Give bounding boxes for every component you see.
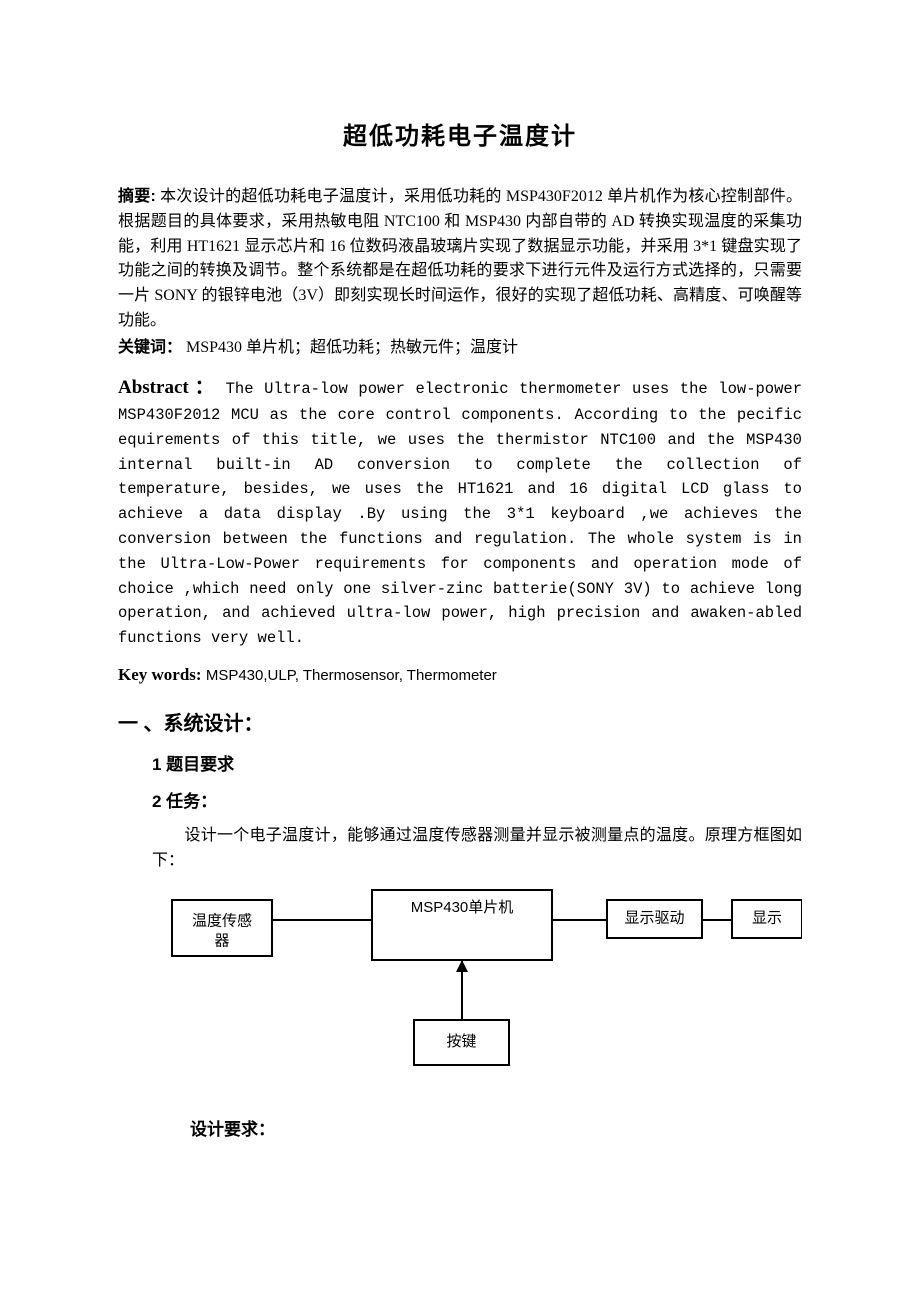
section-1-heading: 一 、系统设计： (118, 707, 802, 736)
keywords-cn-text: MSP430 单片机；超低功耗；热敏元件；温度计 (182, 339, 518, 356)
keywords-en: Key words: MSP430,ULP, Thermosensor, The… (118, 665, 802, 685)
section-1-2-heading: 2 任务： (152, 787, 802, 812)
svg-text:显示: 显示 (752, 910, 782, 926)
keywords-en-text: MSP430,ULP, Thermosensor, Thermometer (206, 667, 497, 684)
abstract-cn: 摘要: 本次设计的超低功耗电子温度计，采用低功耗的 MSP430F2012 单片… (118, 185, 802, 334)
svg-text:MSP430单片机: MSP430单片机 (411, 899, 514, 916)
svg-text:按键: 按键 (446, 1032, 476, 1049)
section-1-3-heading: 设计要求： (190, 1115, 802, 1140)
keywords-cn: 关键词： MSP430 单片机；超低功耗；热敏元件；温度计 (118, 336, 802, 361)
abstract-cn-text: 本次设计的超低功耗电子温度计，采用低功耗的 MSP430F2012 单片机作为核… (118, 188, 802, 329)
block-diagram: 温度传感器 MSP430单片机显示驱动 显示按键 (162, 880, 802, 1085)
flowchart-svg: 温度传感器 MSP430单片机显示驱动 显示按键 (162, 880, 802, 1080)
keywords-en-label: Key words: (118, 665, 206, 684)
svg-text:显示驱动: 显示驱动 (624, 909, 684, 926)
svg-text:温度传感: 温度传感 (192, 912, 252, 929)
task-text: 设计一个电子温度计，能够通过温度传感器测量并显示被测量点的温度。原理方框图如下： (152, 824, 802, 874)
section-1-1-heading: 1 题目要求 (152, 750, 802, 775)
svg-text:器: 器 (214, 933, 229, 949)
page: 超低功耗电子温度计 摘要: 本次设计的超低功耗电子温度计，采用低功耗的 MSP4… (0, 0, 920, 1302)
abstract-en: Abstract ： The Ultra-low power electroni… (118, 373, 802, 651)
keywords-cn-label: 关键词： (118, 339, 182, 356)
abstract-en-label: Abstract ： (118, 377, 215, 398)
page-title: 超低功耗电子温度计 (118, 116, 802, 151)
abstract-cn-label: 摘要: (118, 188, 156, 205)
abstract-en-text: The Ultra-low power electronic thermomet… (118, 380, 802, 648)
